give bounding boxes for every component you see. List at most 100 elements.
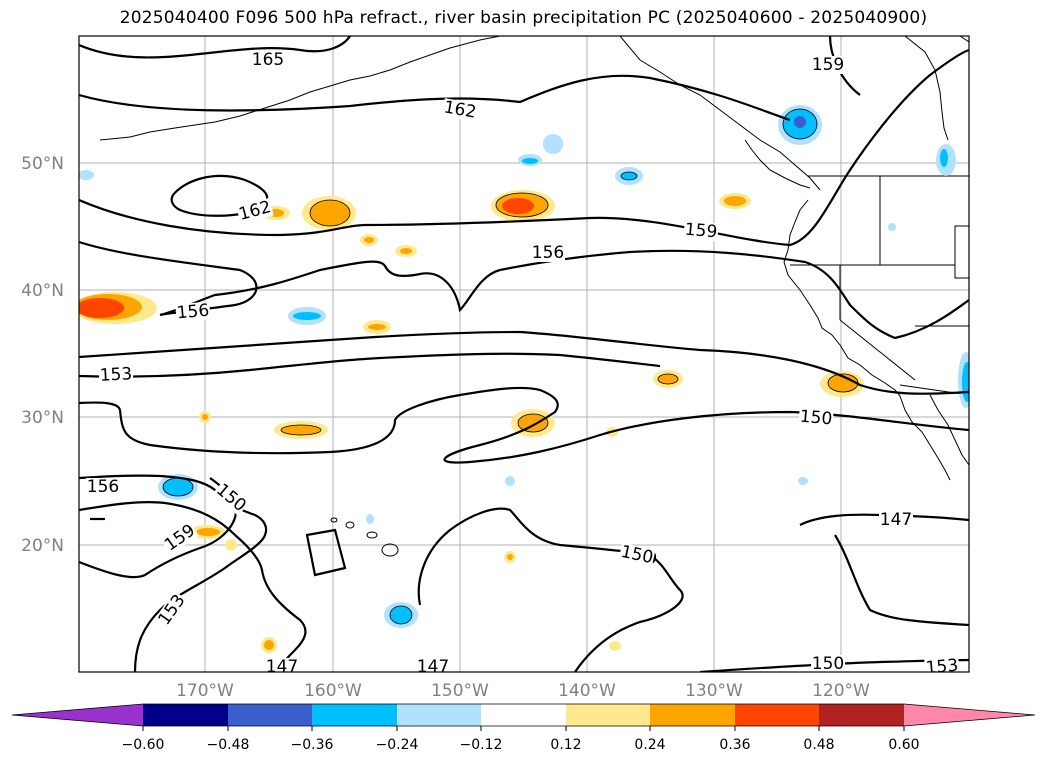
contour-156-loop xyxy=(79,240,969,340)
contour-east-loop xyxy=(305,528,347,577)
lon-label-140w: 140°W xyxy=(558,681,616,701)
shade-blob xyxy=(658,374,678,384)
map-title: 2025040400 F096 500 hPa refract., river … xyxy=(119,8,928,28)
shade-blob xyxy=(798,477,808,485)
alaska-panhandle xyxy=(619,36,821,191)
state-box xyxy=(954,225,969,279)
contour-label-background xyxy=(154,590,190,630)
contour-label-background xyxy=(879,511,913,529)
contour-label-background xyxy=(86,478,120,496)
contour-156-south xyxy=(79,474,268,672)
west-coast xyxy=(783,199,901,397)
contour-153 xyxy=(79,330,969,395)
shade-blob xyxy=(502,198,534,214)
colorbar-tick-label: 0.48 xyxy=(803,737,834,753)
contour-label-background xyxy=(924,656,960,672)
shade-blob xyxy=(543,134,563,154)
contour-label-background xyxy=(811,56,845,74)
contour-label-background xyxy=(683,220,719,242)
contour-label-159: 159 xyxy=(684,220,718,243)
contour-label-background xyxy=(236,197,274,225)
contour-label-153: 153 xyxy=(99,364,132,386)
colorbar-segment xyxy=(566,704,650,726)
colorbar-segment xyxy=(312,704,397,726)
contour-label-background xyxy=(212,480,250,516)
lat-label-40n: 40°N xyxy=(21,281,64,301)
contour-153-inner xyxy=(79,352,661,378)
contour-label-147: 147 xyxy=(417,657,449,677)
shade-blob xyxy=(518,414,548,432)
hawaii-kauai xyxy=(330,517,338,523)
northeast-coast xyxy=(904,36,949,141)
colorbar-segment xyxy=(481,704,566,726)
shade-blob xyxy=(400,248,412,254)
contour-label-background xyxy=(811,655,845,672)
lat-label-20n: 20°N xyxy=(21,536,64,556)
contour-label-background xyxy=(160,520,200,556)
shade-blob xyxy=(368,324,386,330)
hawaii-big xyxy=(381,543,399,557)
colorbar-tick-label: −0.36 xyxy=(291,737,334,753)
shade-blob xyxy=(609,641,621,651)
colorbar-tick-label: 0.60 xyxy=(888,737,919,753)
shade-blob xyxy=(522,158,538,164)
contour-150-mid xyxy=(417,507,684,672)
lon-label-170w: 170°W xyxy=(176,681,234,701)
shade-blob xyxy=(225,539,237,551)
colorbar-tick-label: 0.36 xyxy=(719,737,750,753)
contour-label-150: 150 xyxy=(812,654,844,674)
shade-blob xyxy=(163,478,193,496)
colorbar-segment xyxy=(819,704,904,726)
contour-label-156: 156 xyxy=(532,243,564,263)
shade-blob xyxy=(281,425,321,435)
contour-label-165: 165 xyxy=(252,50,284,70)
colorbar-segment xyxy=(228,704,312,726)
shade-blob xyxy=(794,116,806,128)
colorbar-tick-label: 0.12 xyxy=(550,737,581,753)
lon-label-130w: 130°W xyxy=(685,681,743,701)
baja-coast xyxy=(899,395,951,481)
baja-inner xyxy=(929,394,969,466)
shade-blob xyxy=(310,200,350,226)
contour-label-background xyxy=(798,407,834,429)
colorbar-tick-label: 0.24 xyxy=(634,737,665,753)
contour-label-153: 153 xyxy=(925,656,959,679)
contour-165 xyxy=(79,36,351,59)
lat-label-30n: 30°N xyxy=(21,408,64,428)
colorbar-tick-label: −0.60 xyxy=(122,737,165,753)
contour-label-background xyxy=(618,542,656,568)
shade-blob xyxy=(505,476,515,486)
colorbar-tick-label: −0.48 xyxy=(207,737,250,753)
coastlines xyxy=(99,36,969,557)
colorbar-right-extension xyxy=(904,704,1035,726)
borders xyxy=(790,175,969,396)
shade-blob xyxy=(621,172,637,180)
shade-blob xyxy=(724,196,746,206)
colorbar-segment xyxy=(650,704,735,726)
contour-label-159: 159 xyxy=(812,55,844,75)
lat-tick-labels: 50°N 40°N 30°N 20°N xyxy=(21,154,64,556)
shade-blob xyxy=(202,414,208,420)
plot-frame xyxy=(78,35,970,673)
shade-blob xyxy=(366,514,374,524)
contour-label-156: 156 xyxy=(87,477,119,497)
colorbar-segment xyxy=(735,704,819,726)
contour-label-150: 150 xyxy=(799,407,833,430)
shade-blob xyxy=(79,298,124,318)
bc-islands xyxy=(744,139,811,189)
contour-label-background xyxy=(251,51,285,69)
contour-147-east2 xyxy=(834,534,969,627)
colorbar-segment xyxy=(397,704,481,726)
lon-label-160w: 160°W xyxy=(304,681,362,701)
shade-blob xyxy=(293,312,321,320)
shaded-fields xyxy=(79,105,969,653)
contour-label-background xyxy=(441,98,479,122)
shade-blob xyxy=(196,528,220,536)
shade-blob xyxy=(828,374,858,392)
lon-label-150w: 150°W xyxy=(431,681,489,701)
shade-blob xyxy=(364,237,374,243)
contour-162-north xyxy=(79,74,791,122)
lon-label-120w: 120°W xyxy=(812,681,870,701)
alaska-north xyxy=(959,36,969,43)
contour-label-background xyxy=(98,365,134,385)
